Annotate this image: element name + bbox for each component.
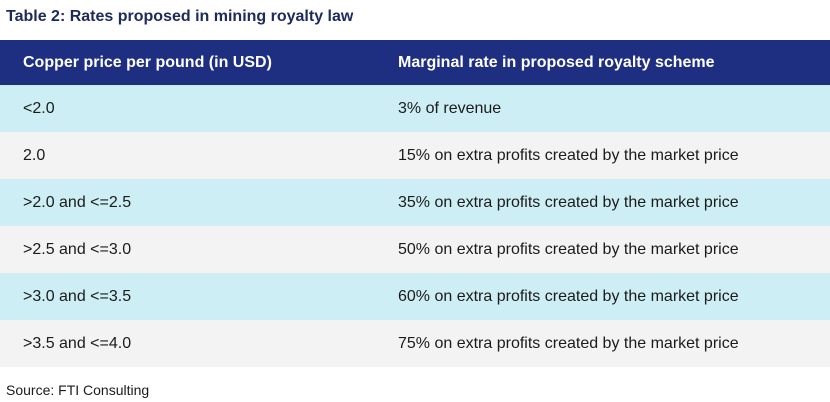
table-header-row: Copper price per pound (in USD) Marginal… [0,40,830,85]
table-row: >3.5 and <=4.0 75% on extra profits crea… [0,320,830,367]
table-row: >2.0 and <=2.5 35% on extra profits crea… [0,179,830,226]
marginal-rate-cell: 15% on extra profits created by the mark… [398,146,739,164]
source-note: Source: FTI Consulting [6,382,150,398]
table-title: Table 2: Rates proposed in mining royalt… [6,8,354,25]
marginal-rate-cell: 50% on extra profits created by the mark… [398,240,739,258]
marginal-rate-cell: 3% of revenue [398,99,502,117]
copper-price-cell: >2.5 and <=3.0 [23,240,132,258]
marginal-rate-cell: 35% on extra profits created by the mark… [398,193,739,211]
table-row: <2.0 3% of revenue [0,85,830,132]
copper-price-cell: >2.0 and <=2.5 [23,193,132,211]
column-header-copper-price: Copper price per pound (in USD) [23,53,272,71]
table-row: >3.0 and <=3.5 60% on extra profits crea… [0,273,830,320]
marginal-rate-cell: 75% on extra profits created by the mark… [398,334,739,352]
copper-price-cell: >3.0 and <=3.5 [23,287,132,305]
column-header-marginal-rate: Marginal rate in proposed royalty scheme [398,53,715,71]
royalty-rates-table: Copper price per pound (in USD) Marginal… [0,40,830,367]
copper-price-cell: >3.5 and <=4.0 [23,334,132,352]
table-row: 2.0 15% on extra profits created by the … [0,132,830,179]
marginal-rate-cell: 60% on extra profits created by the mark… [398,287,739,305]
copper-price-cell: 2.0 [23,146,46,164]
table-row: >2.5 and <=3.0 50% on extra profits crea… [0,226,830,273]
copper-price-cell: <2.0 [23,99,55,117]
